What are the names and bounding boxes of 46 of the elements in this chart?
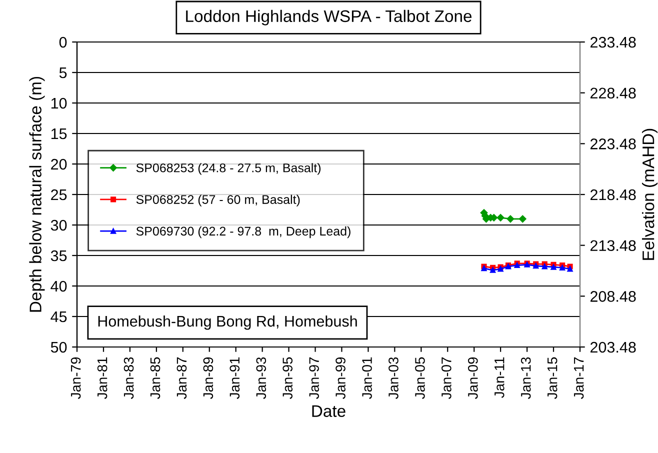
y-tick-label: 0 <box>59 36 67 48</box>
legend-label: SP068252 (57 - 60 m, Basalt) <box>136 194 300 206</box>
x-tick-label: Jan-17 <box>574 357 584 399</box>
y-tick-label: 30 <box>50 220 67 231</box>
x-tick-label: Jan-05 <box>415 357 425 399</box>
x-tick-label: Jan-03 <box>388 357 398 399</box>
y2-tick-label: 228.48 <box>590 88 636 99</box>
y-tick-label: 15 <box>51 128 67 140</box>
annotation: Homebush-Bung Bong Rd, Homebush <box>98 315 357 330</box>
legend-label: SP068253 (24.8 - 27.5 m, Basalt) <box>136 163 321 175</box>
y2-tick-label: 233.48 <box>590 36 636 48</box>
x-tick-label: Jan-83 <box>124 357 134 399</box>
x-tick-label: Jan-91 <box>230 357 240 399</box>
chart-title: Loddon Highlands WSPA - Talbot Zone <box>186 10 472 26</box>
x-tick-label: Jan-15 <box>548 357 558 399</box>
x-tick-label: Jan-87 <box>176 357 187 399</box>
x-tick-label: Jan-97 <box>309 357 319 399</box>
x-tick-label: Jan-93 <box>256 357 266 399</box>
x-tick-label: Jan-85 <box>150 357 160 399</box>
y2-tick-label: 218.48 <box>590 189 636 200</box>
x-axis-title: Date <box>312 405 346 417</box>
y-axis-title: Depth below natural surface (m) <box>29 76 45 312</box>
y-tick-label: 25 <box>51 189 67 200</box>
y2-tick-label: 223.48 <box>590 138 636 150</box>
x-tick-label: Jan-11 <box>494 357 504 398</box>
y2-tick-label: 208.48 <box>590 291 636 302</box>
y-tick-label: 20 <box>51 158 67 170</box>
y-tick-label: 50 <box>50 342 67 353</box>
y2-tick-label: 203.48 <box>590 342 636 353</box>
x-tick-label: Jan-13 <box>520 357 531 399</box>
y-tick-label: 40 <box>50 280 67 292</box>
x-tick-label: Jan-79 <box>70 357 81 399</box>
y-tick-label: 5 <box>59 68 67 78</box>
x-tick-label: Jan-99 <box>336 357 346 399</box>
x-tick-label: Jan-01 <box>362 357 372 399</box>
y2-axis-title: Eelvation (mAHD) <box>642 128 658 260</box>
x-tick-label: Jan-81 <box>97 357 108 399</box>
legend-label: SP069730 (92.2 - 97.8 m, Deep Lead) <box>136 226 350 238</box>
y-tick-label: 45 <box>50 312 67 322</box>
x-tick-label: Jan-89 <box>203 357 214 399</box>
y2-tick-label: 213.48 <box>590 240 636 252</box>
x-tick-label: Jan-95 <box>282 357 293 399</box>
y-tick-label: 10 <box>51 98 67 109</box>
x-tick-label: Jan-09 <box>468 357 478 399</box>
y-tick-label: 35 <box>50 250 67 262</box>
x-tick-label: Jan-07 <box>442 357 452 399</box>
